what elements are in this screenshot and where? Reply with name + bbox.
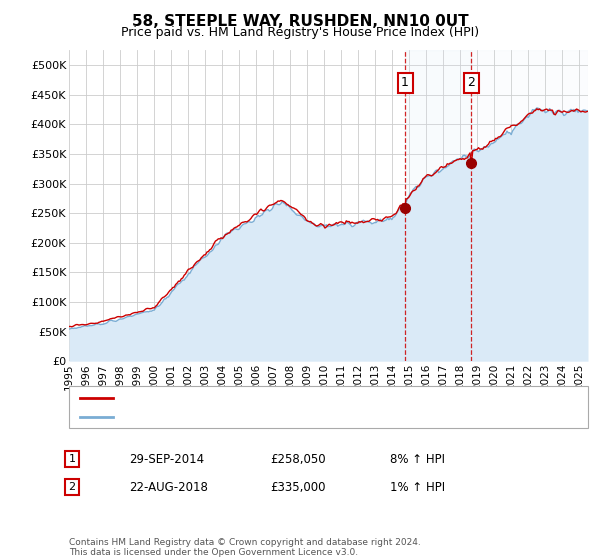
Text: £335,000: £335,000 (270, 480, 325, 494)
Text: 8% ↑ HPI: 8% ↑ HPI (390, 452, 445, 466)
Bar (405, 50, 472, 361)
Text: HPI: Average price, detached house, North Northamptonshire: HPI: Average price, detached house, Nort… (120, 412, 456, 422)
Text: 1: 1 (401, 77, 409, 90)
Text: 2: 2 (68, 482, 76, 492)
Text: 58, STEEPLE WAY, RUSHDEN, NN10 0UT (detached house): 58, STEEPLE WAY, RUSHDEN, NN10 0UT (deta… (120, 393, 437, 403)
Text: 58, STEEPLE WAY, RUSHDEN, NN10 0UT: 58, STEEPLE WAY, RUSHDEN, NN10 0UT (131, 14, 469, 29)
Bar (472, 50, 588, 361)
Text: 1: 1 (68, 454, 76, 464)
Text: 2: 2 (467, 77, 475, 90)
Text: 29-SEP-2014: 29-SEP-2014 (129, 452, 204, 466)
Text: £258,050: £258,050 (270, 452, 326, 466)
Text: 22-AUG-2018: 22-AUG-2018 (129, 480, 208, 494)
Text: 1% ↑ HPI: 1% ↑ HPI (390, 480, 445, 494)
Text: Price paid vs. HM Land Registry's House Price Index (HPI): Price paid vs. HM Land Registry's House … (121, 26, 479, 39)
Text: Contains HM Land Registry data © Crown copyright and database right 2024.
This d: Contains HM Land Registry data © Crown c… (69, 538, 421, 557)
